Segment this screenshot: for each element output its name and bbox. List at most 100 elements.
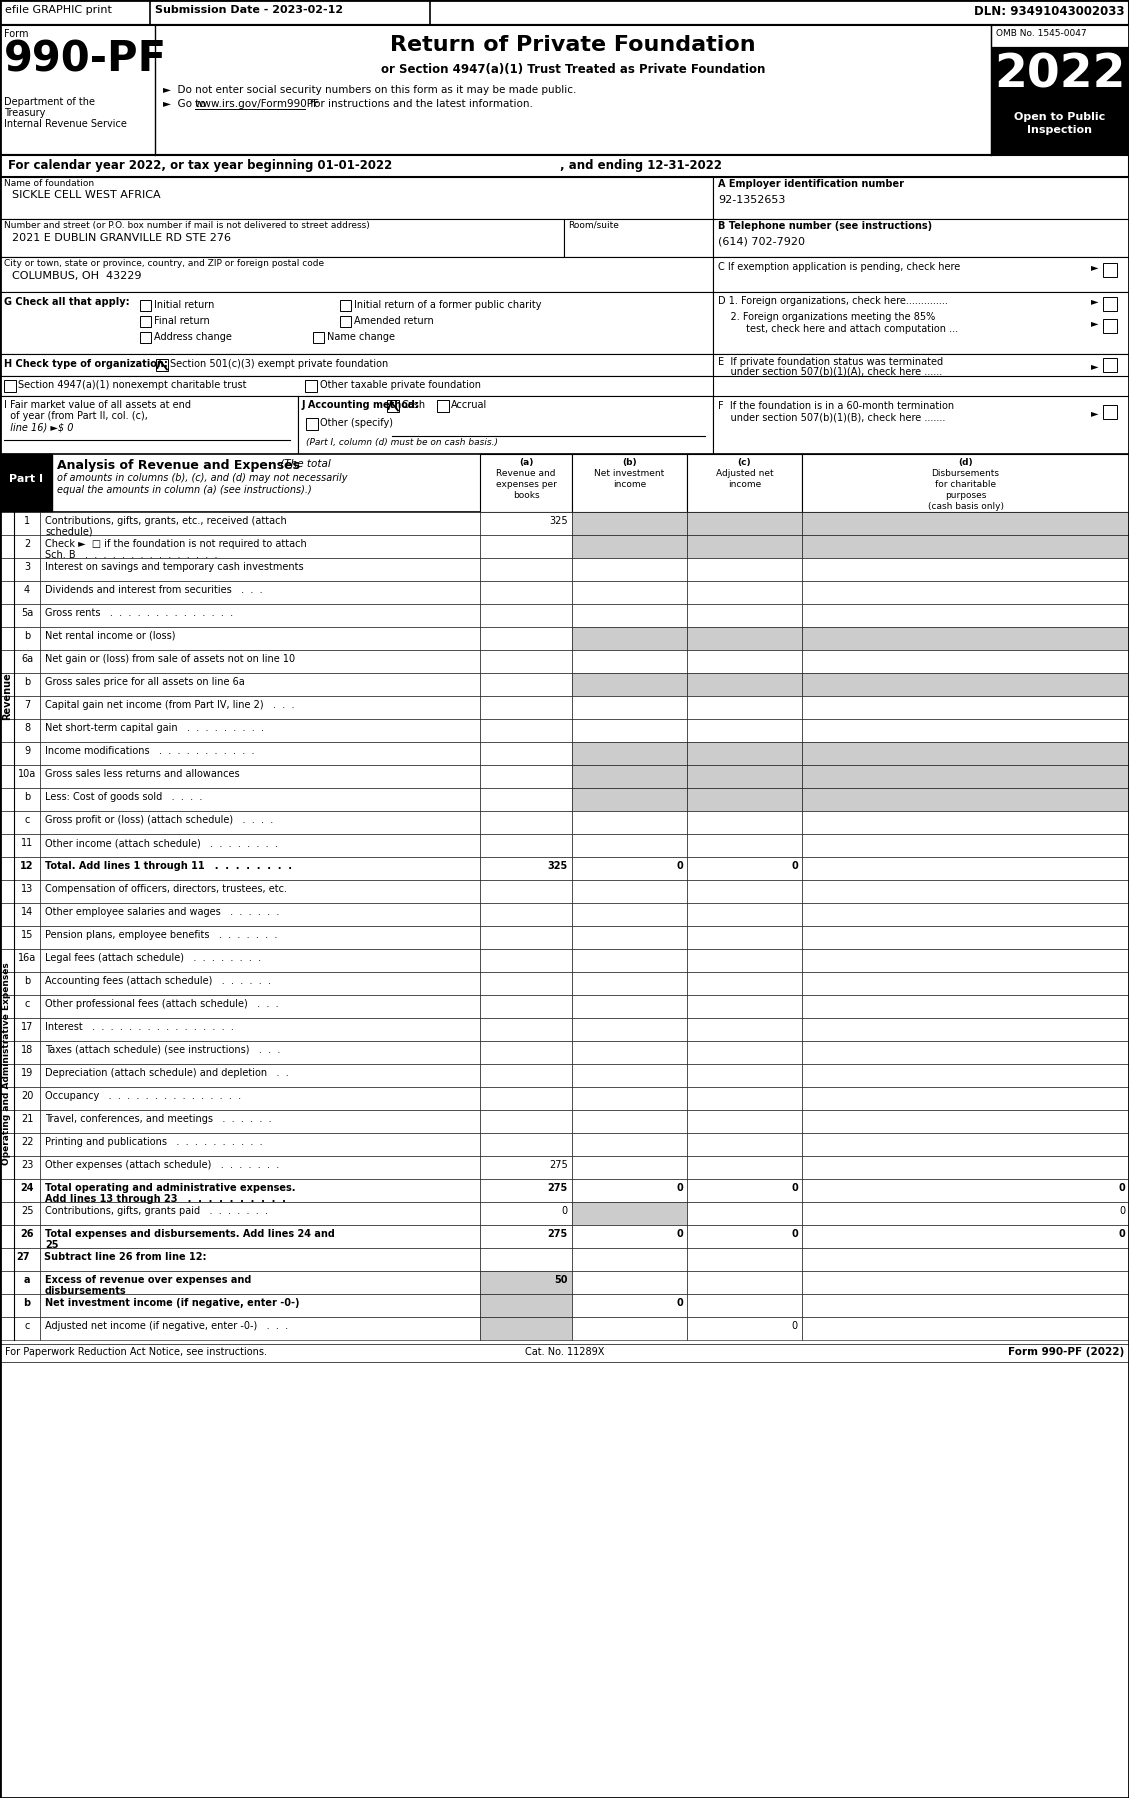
Text: 0: 0 bbox=[791, 1322, 798, 1331]
Bar bbox=[305, 379, 317, 392]
Text: 325: 325 bbox=[548, 861, 568, 870]
Bar bbox=[802, 1271, 1129, 1295]
Bar bbox=[40, 651, 480, 672]
Bar bbox=[14, 628, 40, 651]
Bar bbox=[0, 719, 14, 743]
Bar bbox=[14, 1156, 40, 1179]
Bar bbox=[40, 719, 480, 743]
Text: Less: Cost of goods sold   .  .  .  .: Less: Cost of goods sold . . . . bbox=[45, 791, 202, 802]
Bar bbox=[0, 788, 14, 811]
Bar bbox=[572, 973, 688, 994]
Text: Open to Public: Open to Public bbox=[1014, 111, 1105, 122]
Text: Amended return: Amended return bbox=[355, 316, 434, 325]
Text: 14: 14 bbox=[20, 906, 33, 917]
Text: Section 4947(a)(1) nonexempt charitable trust: Section 4947(a)(1) nonexempt charitable … bbox=[18, 379, 246, 390]
Text: 0: 0 bbox=[1118, 1183, 1124, 1194]
Text: J Accounting method:: J Accounting method: bbox=[301, 399, 420, 410]
Text: 0: 0 bbox=[1119, 1206, 1124, 1215]
Text: ►: ► bbox=[1091, 318, 1099, 327]
Text: Compensation of officers, directors, trustees, etc.: Compensation of officers, directors, tru… bbox=[45, 885, 287, 894]
Text: line 16) ►$ 0: line 16) ►$ 0 bbox=[5, 423, 73, 432]
Bar bbox=[0, 1343, 1129, 1363]
Bar bbox=[0, 811, 14, 834]
Bar bbox=[40, 834, 480, 858]
Text: 12: 12 bbox=[20, 861, 34, 870]
Bar bbox=[14, 994, 40, 1018]
Bar bbox=[572, 1271, 688, 1295]
Text: 92-1352653: 92-1352653 bbox=[718, 194, 786, 205]
Text: under section 507(b)(1)(B), check here .......: under section 507(b)(1)(B), check here .… bbox=[718, 414, 945, 423]
Text: Pension plans, employee benefits   .  .  .  .  .  .  .: Pension plans, employee benefits . . . .… bbox=[45, 930, 278, 940]
Text: Sch. B   .  .  .  .  .  .  .  .  .  .  .  .  .  .  .: Sch. B . . . . . . . . . . . . . . . bbox=[45, 550, 218, 559]
Bar bbox=[802, 1041, 1129, 1064]
Bar bbox=[0, 176, 714, 219]
Bar bbox=[14, 536, 40, 557]
Bar bbox=[14, 1041, 40, 1064]
Text: efile GRAPHIC print: efile GRAPHIC print bbox=[5, 5, 112, 14]
Bar bbox=[802, 858, 1129, 879]
Text: 24: 24 bbox=[20, 1183, 34, 1194]
Bar bbox=[572, 1064, 688, 1088]
Text: 275: 275 bbox=[548, 1230, 568, 1239]
Text: Operating and Administrative Expenses: Operating and Administrative Expenses bbox=[2, 962, 11, 1165]
Text: 0: 0 bbox=[676, 861, 683, 870]
Text: Net investment income (if negative, enter -0-): Net investment income (if negative, ente… bbox=[45, 1298, 299, 1307]
Bar bbox=[0, 557, 14, 581]
Text: Dividends and interest from securities   .  .  .: Dividends and interest from securities .… bbox=[45, 584, 263, 595]
Bar bbox=[40, 536, 480, 557]
Bar bbox=[0, 455, 52, 512]
Bar bbox=[0, 1248, 14, 1271]
Bar bbox=[14, 557, 40, 581]
Bar bbox=[688, 1271, 802, 1295]
Bar bbox=[40, 994, 480, 1018]
Bar bbox=[480, 973, 572, 994]
Bar bbox=[0, 903, 14, 926]
Bar bbox=[802, 788, 1129, 811]
Text: 20: 20 bbox=[20, 1091, 33, 1100]
Bar bbox=[0, 396, 298, 455]
Bar bbox=[480, 1064, 572, 1088]
Bar bbox=[0, 581, 14, 604]
Bar bbox=[5, 379, 16, 392]
Text: b: b bbox=[24, 631, 30, 642]
Bar bbox=[480, 1018, 572, 1041]
Bar bbox=[0, 257, 714, 291]
Bar bbox=[688, 834, 802, 858]
Text: E  If private foundation status was terminated: E If private foundation status was termi… bbox=[718, 358, 943, 367]
Text: H Check type of organization:: H Check type of organization: bbox=[5, 360, 168, 369]
Bar bbox=[40, 788, 480, 811]
Bar bbox=[40, 1109, 480, 1133]
Bar bbox=[140, 300, 151, 311]
Bar bbox=[802, 834, 1129, 858]
Bar bbox=[0, 512, 14, 536]
Bar bbox=[387, 399, 399, 412]
Bar bbox=[802, 536, 1129, 557]
Bar bbox=[40, 1041, 480, 1064]
Bar bbox=[156, 360, 168, 370]
Text: 50: 50 bbox=[554, 1275, 568, 1286]
Text: Name of foundation: Name of foundation bbox=[5, 180, 94, 189]
Bar bbox=[688, 604, 802, 628]
Text: purposes: purposes bbox=[945, 491, 987, 500]
Bar bbox=[480, 811, 572, 834]
Bar bbox=[480, 719, 572, 743]
Bar bbox=[14, 1064, 40, 1088]
Bar bbox=[688, 1156, 802, 1179]
Bar bbox=[688, 858, 802, 879]
Text: Capital gain net income (from Part IV, line 2)   .  .  .: Capital gain net income (from Part IV, l… bbox=[45, 699, 295, 710]
Bar bbox=[572, 1316, 688, 1340]
Bar bbox=[802, 1179, 1129, 1203]
Text: c: c bbox=[25, 814, 29, 825]
Bar bbox=[688, 696, 802, 719]
Text: F  If the foundation is in a 60-month termination: F If the foundation is in a 60-month ter… bbox=[718, 401, 954, 412]
Bar bbox=[1103, 263, 1117, 277]
Text: Occupancy   .  .  .  .  .  .  .  .  .  .  .  .  .  .  .: Occupancy . . . . . . . . . . . . . . . bbox=[45, 1091, 242, 1100]
Text: 17: 17 bbox=[20, 1021, 33, 1032]
Text: Address change: Address change bbox=[154, 333, 231, 342]
Bar bbox=[572, 1224, 688, 1248]
Text: Interest on savings and temporary cash investments: Interest on savings and temporary cash i… bbox=[45, 563, 304, 572]
Bar bbox=[802, 994, 1129, 1018]
Text: 0: 0 bbox=[1118, 1230, 1124, 1239]
Bar bbox=[688, 672, 802, 696]
Bar bbox=[688, 879, 802, 903]
